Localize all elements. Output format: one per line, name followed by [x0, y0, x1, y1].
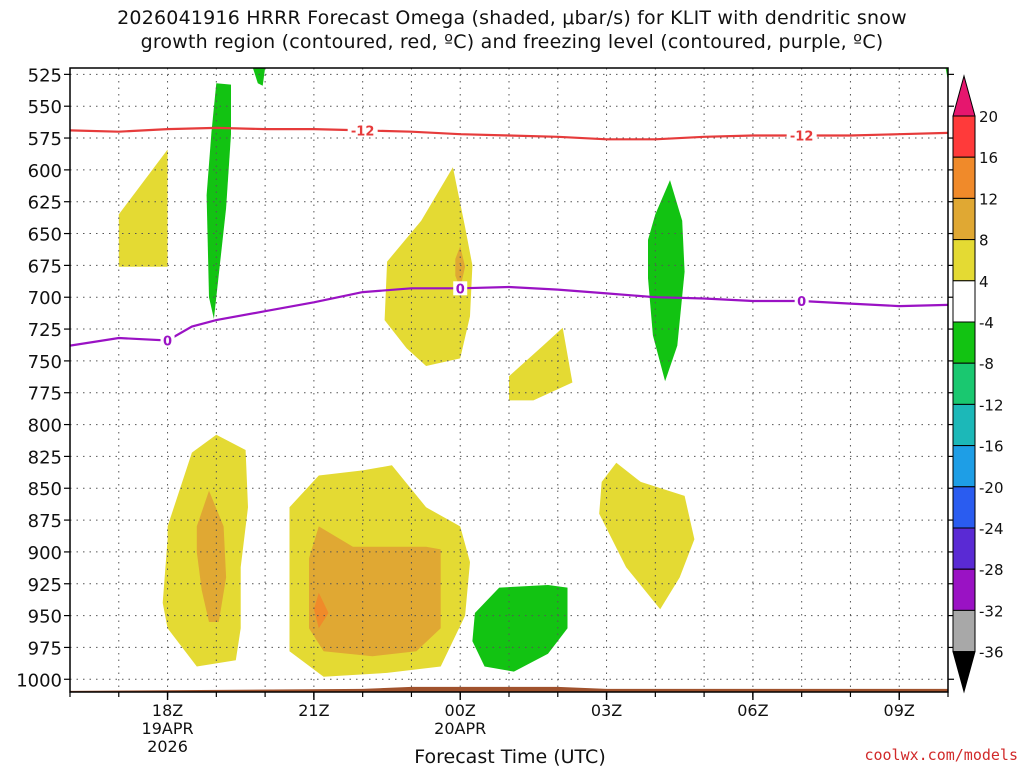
omega-region-10	[309, 526, 441, 657]
omega-region-8	[196, 490, 227, 622]
ytick-label-675: 675	[28, 256, 62, 277]
colorbar-label-9: -20	[979, 479, 1004, 497]
terrain-surface	[70, 686, 948, 692]
xtick-label-0-1: 19APR	[142, 719, 194, 738]
contour-label-1-2: 0	[797, 295, 806, 310]
colorbar-segment-12	[952, 609, 976, 653]
ytick-label-525: 525	[28, 65, 62, 86]
ytick-label-950: 950	[28, 607, 62, 628]
contour-label-bg-1-2	[794, 294, 809, 309]
omega-region-12	[472, 585, 568, 672]
y-axis-ticks: 525 550 575 600 625 650 675 700 725 750 775 800 825 8…	[16, 65, 954, 691]
colorbar-label-8: -16	[979, 438, 1004, 456]
ytick-label-975: 975	[28, 638, 62, 659]
colorbar-segment-2	[952, 197, 976, 241]
contour-label-bg-1-1	[453, 281, 468, 296]
omega-region-0	[118, 149, 168, 267]
ytick-label-725: 725	[28, 320, 62, 341]
contour-line-1	[70, 285, 948, 347]
xtick-label-4-0: 06Z	[737, 701, 768, 720]
colorbar-label-3: 8	[979, 232, 989, 250]
ytick-label-775: 775	[28, 384, 62, 405]
contour-label-0-1: -12	[790, 129, 814, 144]
colorbar-segment-11	[952, 568, 976, 611]
colorbar-label-1: 16	[979, 149, 998, 167]
ytick-label-600: 600	[28, 161, 62, 182]
title-line-1: 2026041916 HRRR Forecast Omega (shaded, …	[117, 7, 907, 29]
colorbar: 20 16 12 8 4 -4 -8 -12 -16 -20 -24 -28 -32 -36	[952, 74, 1004, 694]
xtick-label-0-2: 2026	[147, 737, 188, 756]
omega-region-6	[648, 180, 685, 382]
ytick-label-625: 625	[28, 193, 62, 214]
colorbar-bottom-arrow	[952, 651, 976, 694]
contour-label-1-0: 0	[163, 335, 172, 350]
xtick-label-2-0: 00Z	[445, 701, 476, 720]
colorbar-segment-8	[952, 445, 976, 488]
colorbar-segment-5	[952, 321, 976, 364]
colorbar-label-2: 12	[979, 190, 998, 208]
chart-title: 2026041916 HRRR Forecast Omega (shaded, …	[0, 6, 1024, 54]
omega-region-13	[599, 462, 695, 610]
contour-label-bg-0-1	[786, 128, 817, 143]
contour-label-bg-1-0	[160, 333, 175, 348]
xtick-label-5-0: 09Z	[884, 701, 915, 720]
colorbar-label-10: -24	[979, 520, 1004, 538]
colorbar-label-5: -4	[979, 314, 994, 332]
ytick-label-575: 575	[28, 129, 62, 150]
terrain-layer	[70, 686, 948, 692]
colorbar-top-arrow	[952, 74, 976, 117]
title-line-2: growth region (contoured, red, ºC) and f…	[140, 31, 884, 53]
contour-layer: -12 -12 0 0 0	[70, 123, 948, 350]
colorbar-segment-1	[952, 156, 976, 199]
ytick-label-825: 825	[28, 447, 62, 468]
contour-label-bg-0-0	[347, 123, 378, 138]
colorbar-segment-0	[952, 115, 976, 158]
omega-region-4	[455, 246, 466, 289]
colorbar-segment-7	[952, 403, 976, 447]
colorbar-segment-10	[952, 527, 976, 570]
ytick-label-875: 875	[28, 511, 62, 532]
xtick-label-1-0: 21Z	[298, 701, 329, 720]
omega-shading-layer	[118, 68, 948, 677]
ytick-label-900: 900	[28, 543, 62, 564]
ytick-label-1000: 1000	[16, 670, 62, 691]
colorbar-label-0: 20	[979, 108, 998, 126]
omega-region-11	[313, 592, 329, 629]
colorbar-label-7: -12	[979, 396, 1004, 414]
omega-region-3	[384, 167, 473, 366]
ytick-label-850: 850	[28, 479, 62, 500]
x-axis-label: Forecast Time (UTC)	[414, 746, 606, 768]
colorbar-segment-6	[952, 362, 976, 405]
gridlines	[70, 68, 948, 692]
ytick-label-750: 750	[28, 352, 62, 373]
ytick-label-700: 700	[28, 288, 62, 309]
credit-text[interactable]: coolwx.com/models	[864, 746, 1018, 764]
colorbar-segment-3	[952, 239, 976, 282]
contour-label-0-0: -12	[351, 124, 375, 139]
colorbar-segment-4	[952, 280, 976, 323]
ytick-label-925: 925	[28, 575, 62, 596]
xtick-label-2-1: 20APR	[434, 719, 486, 738]
omega-region-1	[206, 83, 231, 319]
colorbar-label-4: 4	[979, 273, 989, 291]
ytick-label-650: 650	[28, 225, 62, 246]
colorbar-label-12: -32	[979, 602, 1004, 620]
xtick-label-0-0: 18Z	[152, 701, 183, 720]
colorbar-label-11: -28	[979, 561, 1004, 579]
xtick-label-3-0: 03Z	[591, 701, 622, 720]
colorbar-label-6: -8	[979, 355, 994, 373]
colorbar-label-13: -36	[979, 644, 1004, 662]
ytick-label-800: 800	[28, 416, 62, 437]
colorbar-segment-9	[952, 486, 976, 529]
omega-region-2	[252, 68, 266, 86]
contour-label-1-1: 0	[456, 282, 465, 297]
omega-region-5	[509, 327, 573, 401]
ytick-label-550: 550	[28, 97, 62, 118]
